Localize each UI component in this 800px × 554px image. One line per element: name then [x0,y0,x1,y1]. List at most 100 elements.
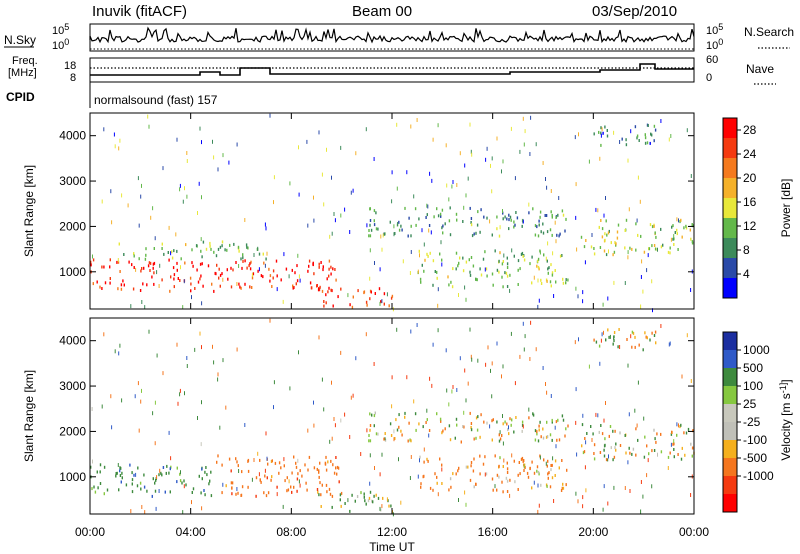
heatmap-cell [148,124,150,129]
heatmap-cell [180,265,181,270]
heatmap-cell [298,479,300,484]
heatmap-cell [502,441,504,446]
heatmap-cell [551,476,554,480]
heatmap-cell [653,244,656,247]
heatmap-cell [517,473,519,477]
heatmap-cell [131,482,133,486]
heatmap-cell [239,285,241,289]
heatmap-cell [499,437,502,441]
heatmap-cell [562,418,565,422]
heatmap-cell [612,458,614,462]
heatmap-cell [678,423,679,428]
heatmap-cell [365,127,367,132]
heatmap-cell [366,303,368,307]
heatmap-cell [265,257,267,261]
heatmap-cell [307,223,309,228]
heatmap-cell [313,195,314,200]
heatmap-cell [264,263,266,268]
heatmap-cell [433,215,435,219]
heatmap-cell [340,145,342,150]
heatmap-cell [593,452,595,455]
heatmap-cell [565,217,567,221]
heatmap-cell [374,411,376,415]
heatmap-cell [213,360,215,365]
heatmap-cell [645,335,647,339]
heatmap-cell [321,377,323,382]
heatmap-cell [428,433,430,438]
heatmap-cell [217,167,219,172]
heatmap-cell [576,247,578,252]
heatmap-cell [483,420,485,424]
heatmap-cell [93,485,95,489]
heatmap-cell [472,469,475,473]
heatmap-cell [605,196,606,200]
heatmap-cell [531,460,533,464]
heatmap-cell [201,400,202,405]
power-colorbar [723,118,737,299]
heatmap-cell [469,206,471,210]
heatmap-cell [590,245,593,249]
heatmap-cell [269,279,271,283]
heatmap-cell [369,248,371,253]
heatmap-cell [641,259,643,264]
heatmap-cell [604,232,606,236]
nave-label: Nave [746,62,774,76]
nsearch-tick-top: 105 [706,22,723,37]
heatmap-cell [613,485,615,490]
heatmap-cell [608,249,609,254]
heatmap-cell [561,486,563,490]
heatmap-cell [646,336,648,340]
heatmap-cell [331,436,333,441]
heatmap-cell [369,428,371,432]
heatmap-cell [692,429,694,433]
heatmap-cell [247,458,250,462]
heatmap-cell [331,505,333,509]
heatmap-cell [176,137,178,142]
heatmap-cell [323,407,325,412]
heatmap-cell [338,480,340,484]
heatmap-cell [420,482,422,486]
freq-tick-top: 18 [64,60,76,72]
heatmap-cell [213,250,215,254]
heatmap-cell [526,471,529,475]
heatmap-cell [549,433,552,437]
heatmap-cell [679,425,681,429]
heatmap-cell [509,478,511,482]
heatmap-cell [496,136,498,141]
heatmap-cell [624,246,626,250]
heatmap-cell [546,230,549,234]
heatmap-cell [524,334,526,339]
heatmap-cell [605,253,608,257]
colorbar-swatch [723,368,737,387]
heatmap-cell [143,473,145,477]
heatmap-cell [537,257,540,261]
heatmap-cell [431,383,433,388]
heatmap-cell [101,199,103,204]
heatmap-cell [492,488,494,492]
heatmap-cell [258,252,261,256]
heatmap-cell [515,211,517,214]
heatmap-cell [467,176,469,181]
heatmap-cell [219,273,222,277]
heatmap-cell [273,380,275,385]
freq-label-line1: Freq. [12,55,38,67]
heatmap-cell [432,342,434,347]
heatmap-cell [676,433,678,437]
heatmap-cell [484,250,486,254]
heatmap-cell [561,459,563,462]
heatmap-cell [678,218,679,223]
heatmap-cell [94,490,97,494]
heatmap-cell [183,484,185,489]
heatmap-cell [524,129,526,134]
heatmap-cell [502,217,504,221]
heatmap-cell [325,293,327,297]
heatmap-cell [337,466,340,470]
heatmap-cell [339,498,341,502]
heatmap-cell [90,260,92,264]
heatmap-cell [517,488,519,491]
heatmap-cell [668,137,670,142]
heatmap-cell [273,200,274,205]
heatmap-cell [184,261,186,265]
heatmap-cell [547,459,549,463]
heatmap-cell [576,452,578,457]
